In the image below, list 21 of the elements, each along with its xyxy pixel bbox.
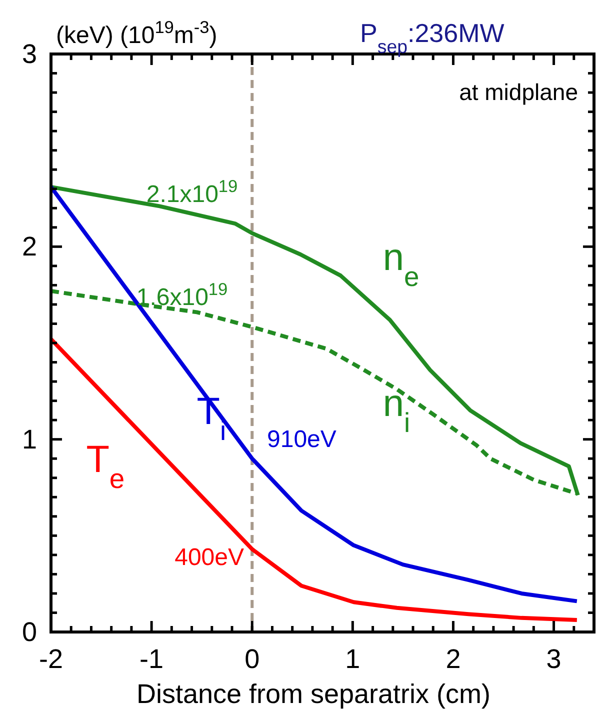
x-tick-label: 3 <box>546 644 562 674</box>
series-label: n$_{e}$ <box>382 236 420 292</box>
x-tick-label: 0 <box>244 644 260 674</box>
x-tick-label: -2 <box>38 644 64 674</box>
chart-title: P$_{sep}$:236MW <box>360 18 505 56</box>
y-tick-label: 0 <box>22 617 37 647</box>
y-tick-label: 2 <box>22 232 37 262</box>
annotation: 400eV <box>174 544 244 571</box>
annotation: 1.6x10$^{19}$ <box>136 279 228 311</box>
x-tick-label: -1 <box>140 644 164 674</box>
x-tick-label: 2 <box>446 644 461 674</box>
x-tick-label: 1 <box>345 644 360 674</box>
y-tick-label: 3 <box>22 39 37 69</box>
series-label: T$_{e}$ <box>86 439 125 494</box>
annotation: 910eV <box>267 426 336 453</box>
series-label: n$_{i}$ <box>382 383 410 438</box>
annotation: 2.1x10$^{19}$ <box>146 176 238 208</box>
y-axis-title: (keV) (10$^{19}$m$^{-3}$) <box>56 17 218 49</box>
y-tick-label: 1 <box>22 424 37 454</box>
x-axis-title: Distance from separatrix (cm) <box>136 679 491 709</box>
annotation: at midplane <box>459 79 578 105</box>
